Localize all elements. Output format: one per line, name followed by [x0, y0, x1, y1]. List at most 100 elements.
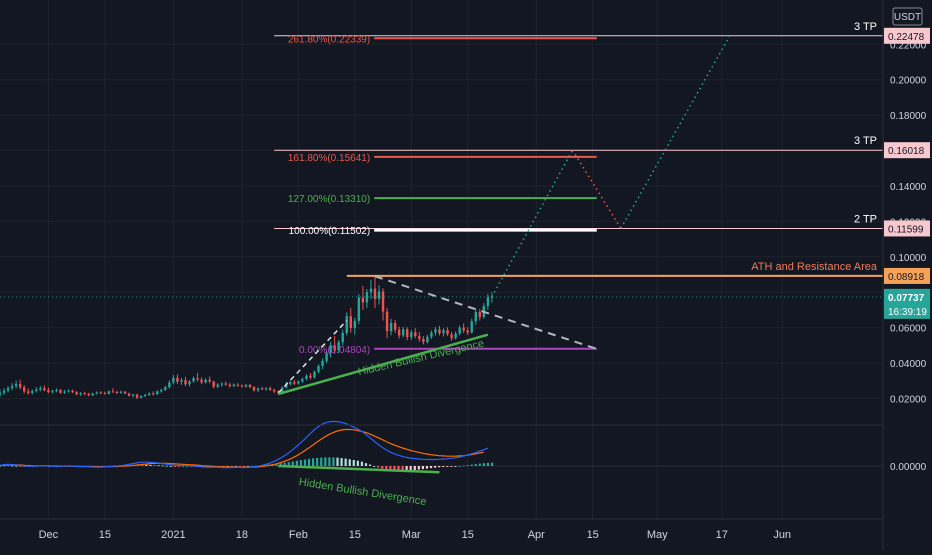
candle[interactable] [220, 382, 223, 387]
projection-segment[interactable] [620, 35, 731, 229]
candle[interactable] [272, 388, 276, 394]
candle[interactable] [236, 383, 240, 387]
candle[interactable] [470, 318, 473, 334]
candle[interactable] [418, 332, 421, 342]
candle[interactable] [43, 385, 46, 392]
candle[interactable] [75, 391, 78, 396]
macd-divergence-trendline[interactable] [278, 464, 440, 474]
candle[interactable] [422, 336, 425, 345]
candle[interactable] [164, 385, 167, 391]
candle[interactable] [430, 330, 433, 339]
candle[interactable] [252, 386, 256, 392]
candle[interactable] [22, 385, 26, 394]
candle[interactable] [369, 279, 373, 300]
candle[interactable] [18, 379, 22, 390]
candle[interactable] [2, 388, 6, 395]
candle[interactable] [268, 386, 272, 391]
candle[interactable] [450, 331, 453, 341]
candle[interactable] [329, 341, 332, 358]
candle[interactable] [192, 376, 195, 383]
candle[interactable] [228, 382, 232, 388]
candle[interactable] [341, 329, 344, 346]
candle[interactable] [297, 380, 300, 385]
candle[interactable] [321, 358, 324, 370]
candle[interactable] [160, 388, 163, 393]
candle[interactable] [377, 285, 381, 305]
candle[interactable] [301, 377, 304, 383]
candle[interactable] [115, 390, 119, 394]
candle[interactable] [31, 389, 34, 395]
candle[interactable] [147, 392, 151, 396]
candle[interactable] [35, 387, 38, 393]
candle[interactable] [410, 330, 413, 340]
candle[interactable] [0, 389, 2, 398]
candle[interactable] [111, 388, 115, 393]
support-trendline[interactable] [277, 333, 489, 396]
candle[interactable] [212, 380, 215, 389]
candle[interactable] [240, 384, 244, 388]
candle[interactable] [454, 331, 457, 340]
candle[interactable] [184, 376, 187, 387]
descending-trendline[interactable] [374, 275, 598, 350]
candle[interactable] [14, 380, 18, 389]
candle[interactable] [152, 391, 155, 396]
candle[interactable] [365, 289, 369, 309]
candle[interactable] [196, 372, 199, 382]
candle[interactable] [51, 389, 54, 394]
candle[interactable] [139, 395, 143, 399]
candle[interactable] [172, 375, 175, 385]
candle[interactable] [397, 326, 401, 339]
candle[interactable] [47, 387, 50, 394]
candle[interactable] [264, 387, 268, 391]
candle[interactable] [127, 392, 131, 397]
candle[interactable] [119, 390, 123, 394]
candle[interactable] [55, 388, 58, 393]
candle[interactable] [389, 318, 393, 336]
candle[interactable] [59, 388, 62, 394]
candle[interactable] [486, 293, 490, 310]
candle[interactable] [333, 336, 336, 354]
candle[interactable] [232, 383, 236, 388]
candle[interactable] [381, 288, 385, 321]
candle[interactable] [244, 383, 248, 388]
candle[interactable] [337, 340, 340, 354]
candle[interactable] [466, 327, 469, 336]
candle[interactable] [95, 391, 98, 395]
candle[interactable] [401, 326, 405, 338]
macd-line[interactable] [0, 420, 489, 469]
candlestick-series[interactable] [0, 276, 494, 400]
candle[interactable] [71, 389, 74, 394]
candle[interactable] [216, 383, 219, 389]
candle[interactable] [91, 392, 94, 396]
candle[interactable] [345, 312, 348, 336]
candle[interactable] [373, 276, 377, 309]
candle[interactable] [442, 328, 445, 337]
candle[interactable] [393, 319, 397, 333]
candle[interactable] [462, 323, 465, 333]
candle[interactable] [208, 376, 211, 384]
candle[interactable] [63, 389, 66, 394]
candle[interactable] [27, 388, 30, 395]
rally-trendline[interactable] [277, 320, 348, 394]
candle[interactable] [305, 374, 308, 381]
candle[interactable] [446, 327, 449, 336]
candle[interactable] [357, 293, 361, 325]
candle[interactable] [10, 383, 14, 391]
candle[interactable] [188, 380, 191, 387]
candle[interactable] [406, 327, 409, 341]
candle[interactable] [349, 307, 352, 333]
candle[interactable] [107, 390, 111, 395]
candle[interactable] [200, 377, 203, 385]
candle[interactable] [474, 309, 477, 325]
candle[interactable] [103, 391, 107, 395]
candle[interactable] [204, 378, 207, 384]
candle[interactable] [143, 393, 147, 398]
candle[interactable] [361, 286, 365, 310]
candle[interactable] [385, 307, 389, 339]
candle[interactable] [426, 334, 429, 344]
candle[interactable] [87, 392, 90, 397]
candle[interactable] [325, 350, 328, 364]
candle[interactable] [414, 328, 417, 339]
candle[interactable] [293, 380, 296, 385]
